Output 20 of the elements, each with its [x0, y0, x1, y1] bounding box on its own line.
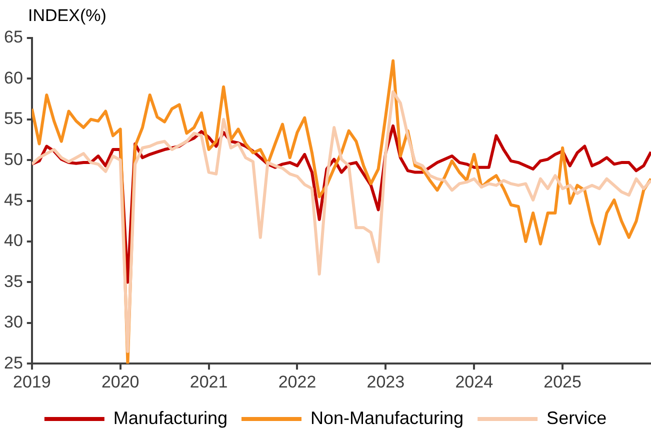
y-tick-label: 45 — [4, 190, 23, 210]
legend-label: Non-Manufacturing — [310, 408, 464, 428]
y-tick-label: 65 — [4, 28, 23, 47]
x-tick-label: 2021 — [190, 372, 228, 392]
legend-label: Manufacturing — [113, 408, 228, 428]
y-tick-label: 60 — [4, 68, 23, 88]
x-tick-label: 2024 — [455, 372, 494, 392]
y-axis-title: INDEX(%) — [28, 6, 106, 26]
x-tick-label: 2023 — [366, 372, 405, 392]
x-tick-label: 2025 — [544, 372, 582, 392]
x-tick-label: 2020 — [101, 372, 140, 392]
x-tick-label: 2022 — [278, 372, 316, 392]
y-tick-label: 55 — [4, 109, 23, 128]
y-tick-label: 40 — [4, 231, 23, 250]
y-tick-label: 35 — [4, 272, 23, 291]
y-tick-label: 25 — [4, 353, 23, 372]
y-tick-label: 30 — [4, 312, 23, 332]
legend-label: Service — [546, 408, 607, 428]
x-tick-label: 2019 — [12, 372, 51, 392]
y-tick-label: 50 — [4, 150, 23, 169]
